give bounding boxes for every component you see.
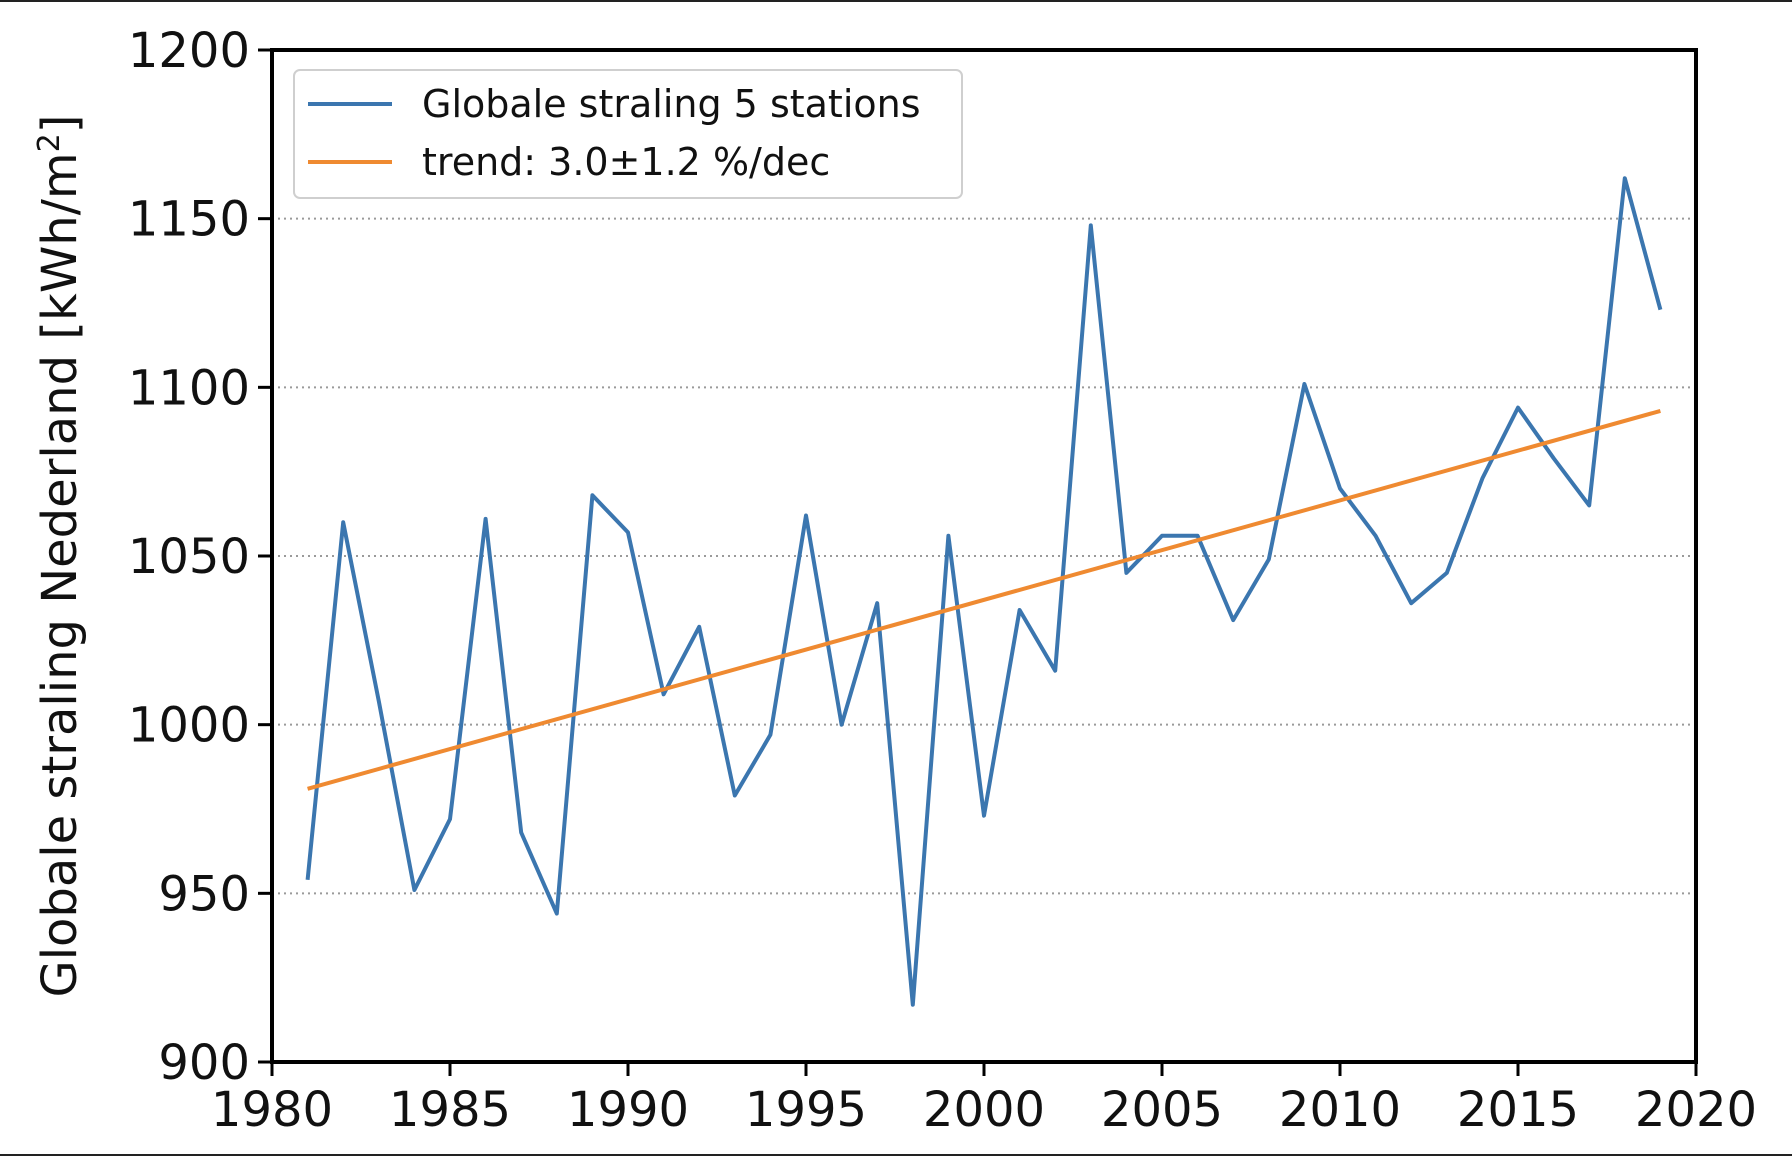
x-tick-label-1990: 1990 xyxy=(567,1082,689,1138)
y-axis-label-end: ] xyxy=(32,115,88,134)
x-tick-label-2000: 2000 xyxy=(923,1082,1045,1138)
y-axis-label-superscript: 2 xyxy=(32,133,67,152)
series-lines xyxy=(308,178,1661,1005)
legend-label-observed: Globale straling 5 stations xyxy=(422,82,921,126)
x-tick-label-2010: 2010 xyxy=(1279,1082,1401,1138)
y-tick-label-1000: 1000 xyxy=(128,698,250,754)
x-tick-label-2015: 2015 xyxy=(1457,1082,1579,1138)
x-tick-label-1985: 1985 xyxy=(389,1082,511,1138)
x-tick-label-2005: 2005 xyxy=(1101,1082,1223,1138)
series-line-observed xyxy=(308,178,1661,1005)
y-tick-label-900: 900 xyxy=(158,1035,250,1091)
legend-label-trend: trend: 3.0±1.2 %/dec xyxy=(422,140,830,184)
x-tick-label-1995: 1995 xyxy=(745,1082,867,1138)
series-line-trend xyxy=(308,411,1661,789)
y-tick-label-1100: 1100 xyxy=(128,360,250,416)
y-axis-label-main: Globale straling Nederland [kWh/m xyxy=(32,152,88,997)
y-tick-label-950: 950 xyxy=(158,866,250,922)
y-axis-label: Globale straling Nederland [kWh/m2] xyxy=(32,115,89,998)
plot-area-border xyxy=(272,50,1696,1062)
legend: Globale straling 5 stations trend: 3.0±1… xyxy=(294,70,962,198)
y-tick-label-1050: 1050 xyxy=(128,529,250,585)
y-axis-ticks: 900 950 1000 1050 1100 1150 1200 xyxy=(128,23,272,1091)
x-tick-label-2020: 2020 xyxy=(1635,1082,1757,1138)
y-tick-label-1200: 1200 xyxy=(128,23,250,79)
y-tick-label-1150: 1150 xyxy=(128,192,250,248)
gridlines xyxy=(272,219,1696,894)
